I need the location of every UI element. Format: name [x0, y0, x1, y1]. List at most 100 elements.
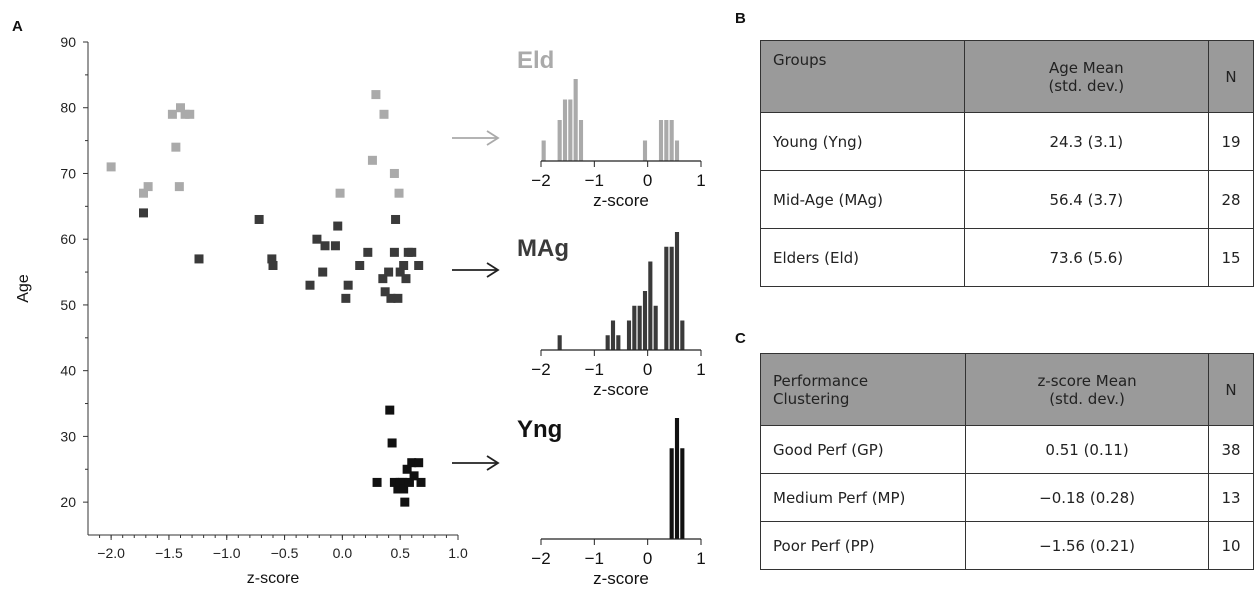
scatter-point-yng: [407, 458, 417, 468]
scatter-point-mag: [139, 208, 148, 218]
group-name: Young (Yng): [760, 112, 965, 171]
histogram-x-tick-label: 0: [643, 171, 652, 190]
histogram-x-tick-label: 1: [696, 549, 705, 568]
x-tick-label: −0.5: [271, 545, 299, 561]
histogram-bar: [626, 320, 632, 350]
age-zscore-scatter: 20 30 40 50 60 70 80 90 −2.0 −1.5 −1.0 −0.5 0.0 0.5 1.…: [15, 34, 468, 587]
histogram-x-tick-label: −1: [585, 549, 604, 568]
histogram-title: Yng: [517, 416, 562, 443]
histogram-bar: [664, 246, 669, 350]
histogram-x-tick-label: 0: [643, 360, 652, 379]
cluster-name: Poor Perf (PP): [759, 521, 967, 570]
histogram-x-tick-label: −1: [585, 171, 604, 190]
mag-histogram: MAg −2 −1 0 1 z-score: [517, 232, 706, 399]
scatter-point-mag: [267, 254, 277, 264]
histogram-bar: [669, 120, 674, 161]
scatter-point-eld: [143, 182, 153, 192]
scatter-point-yng: [414, 458, 424, 468]
y-tick-label: 20: [60, 494, 76, 510]
histogram-bar: [605, 335, 610, 350]
cluster-n: 38: [1208, 425, 1254, 474]
scatter-point-eld: [185, 109, 195, 119]
scatter-point-mag: [254, 214, 264, 224]
group-n: 15: [1208, 228, 1254, 287]
scatter-point-eld: [171, 142, 181, 152]
group-n: 19: [1208, 112, 1254, 171]
histogram-bar: [578, 120, 584, 161]
scatter-point-mag: [401, 274, 411, 284]
age-mean: 56.4 (3.7): [963, 170, 1210, 229]
x-tick-label: 0.5: [390, 545, 410, 561]
histogram-bar: [616, 335, 621, 350]
histogram-bar: [541, 140, 546, 161]
histogram-bar: [664, 120, 669, 161]
table-row: Medium Perf (MP) −0.18 (0.28) 13: [759, 473, 1254, 522]
y-tick-label: 40: [60, 363, 76, 379]
panel-label-a: A: [12, 18, 23, 35]
x-axis-label: z-score: [247, 570, 300, 587]
performance-clustering-table: Performance Clustering z-score Mean (std…: [759, 353, 1254, 570]
scatter-point-mag: [393, 293, 403, 303]
scatter-point-mag: [399, 260, 409, 270]
scatter-point-mag: [363, 247, 373, 257]
table-header-row: Performance Clustering z-score Mean (std…: [759, 353, 1254, 426]
scatter-point-yng: [409, 471, 419, 481]
histogram-x-axis-label: z-score: [593, 191, 649, 210]
histogram-bar: [562, 99, 568, 161]
histogram-x-tick-label: 1: [696, 360, 705, 379]
scatter-point-mag: [395, 267, 405, 277]
group-n: 28: [1208, 170, 1254, 229]
scatter-point-eld: [389, 168, 399, 178]
group-arrows: [452, 130, 500, 471]
cluster-name: Medium Perf (MP): [759, 473, 967, 522]
y-tick-label: 30: [60, 428, 76, 444]
y-tick-label: 90: [60, 34, 76, 50]
arrow-head: [486, 455, 500, 471]
table-row: Young (Yng) 24.3 (3.1) 19: [760, 112, 1254, 171]
header-performance-clustering: Performance Clustering: [759, 353, 967, 426]
scatter-point-mag: [330, 241, 340, 251]
arrow-head: [486, 262, 500, 278]
y-tick-label: 60: [60, 231, 76, 247]
histogram-title: Eld: [517, 47, 554, 74]
scatter-point-mag: [386, 293, 396, 303]
scatter-point-yng: [404, 477, 414, 487]
scatter-point-eld: [139, 188, 148, 198]
group-name: Elders (Eld): [760, 228, 965, 287]
scatter-point-mag: [378, 274, 388, 284]
y-axis-label: Age: [15, 274, 32, 303]
table-header-row: Groups Age Mean (std. dev.) N: [760, 40, 1254, 113]
zscore-mean: −0.18 (0.28): [965, 473, 1210, 522]
zscore-mean: 0.51 (0.11): [965, 425, 1210, 474]
histogram-x-tick-label: −1: [585, 360, 604, 379]
eld-histogram: Eld −2 −1 0 1 z-score: [517, 47, 706, 210]
histogram-x-tick-label: −2: [531, 171, 550, 190]
histogram-x-tick-label: 1: [696, 171, 705, 190]
histogram-bar: [674, 140, 680, 161]
histogram-bar: [674, 418, 680, 539]
arrow-head: [486, 130, 500, 146]
y-tick-label: 70: [60, 165, 76, 181]
scatter-point-eld: [379, 109, 389, 119]
scatter-point-mag: [414, 260, 424, 270]
age-groups-table: Groups Age Mean (std. dev.) N Young (Yng…: [760, 40, 1254, 287]
table-row: Elders (Eld) 73.6 (5.6) 15: [760, 228, 1254, 287]
scatter-point-mag: [341, 293, 351, 303]
scatter-point-eld: [167, 109, 177, 119]
panel-label-b: B: [735, 10, 746, 27]
age-mean: 24.3 (3.1): [963, 112, 1210, 171]
scatter-point-yng: [398, 477, 407, 487]
scatter-point-eld: [335, 188, 345, 198]
scatter-point-mag: [318, 267, 328, 277]
histogram-bar: [557, 335, 562, 350]
scatter-point-yng: [389, 477, 399, 487]
scatter-point-mag: [333, 221, 343, 231]
header-groups: Groups: [760, 40, 965, 113]
table-row: Poor Perf (PP) −1.56 (0.21) 10: [759, 521, 1254, 570]
scatter-point-yng: [393, 484, 403, 494]
figure-canvas: 20 30 40 50 60 70 80 90 −2.0 −1.5 −1.0 −0.5 0.0 0.5 1.…: [15, 34, 706, 588]
scatter-point-eld: [394, 188, 404, 198]
x-tick-label: −1.5: [155, 545, 183, 561]
histogram-bar: [632, 305, 637, 350]
table-row: Mid-Age (MAg) 56.4 (3.7) 28: [760, 170, 1254, 229]
